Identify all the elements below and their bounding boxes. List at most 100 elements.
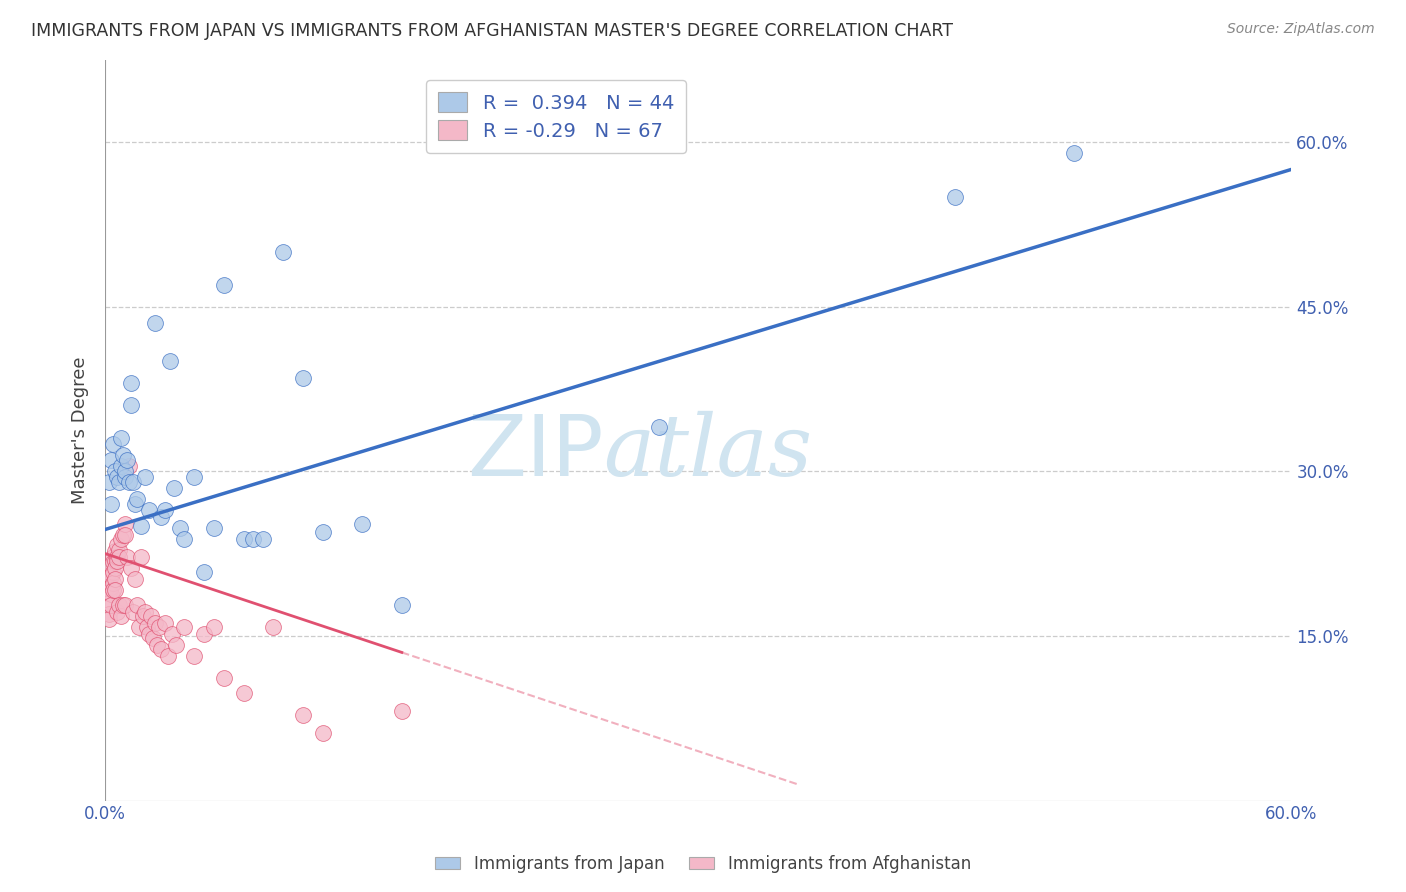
- Point: [312, 725, 335, 739]
- Text: atlas: atlas: [603, 411, 813, 493]
- Point: [242, 533, 264, 547]
- Point: [271, 244, 294, 259]
- Point: [125, 598, 148, 612]
- Point: [183, 648, 205, 663]
- Point: [114, 469, 136, 483]
- Point: [101, 582, 124, 597]
- Point: [120, 376, 142, 391]
- Point: [101, 437, 124, 451]
- Point: [105, 469, 128, 483]
- Text: Source: ZipAtlas.com: Source: ZipAtlas.com: [1227, 22, 1375, 37]
- Point: [114, 528, 136, 542]
- Point: [104, 582, 127, 597]
- Legend: R =  0.394   N = 44, R = -0.29   N = 67: R = 0.394 N = 44, R = -0.29 N = 67: [426, 80, 686, 153]
- Point: [120, 398, 142, 412]
- Point: [153, 502, 176, 516]
- Point: [148, 620, 170, 634]
- Point: [110, 431, 132, 445]
- Point: [149, 642, 172, 657]
- Point: [110, 458, 132, 473]
- Point: [114, 464, 136, 478]
- Point: [100, 568, 122, 582]
- Point: [183, 469, 205, 483]
- Point: [98, 596, 121, 610]
- Point: [104, 544, 127, 558]
- Point: [105, 538, 128, 552]
- Point: [115, 453, 138, 467]
- Legend: Immigrants from Japan, Immigrants from Afghanistan: Immigrants from Japan, Immigrants from A…: [429, 848, 977, 880]
- Point: [101, 549, 124, 564]
- Point: [391, 598, 413, 612]
- Point: [100, 558, 122, 572]
- Point: [108, 475, 131, 490]
- Point: [120, 561, 142, 575]
- Point: [291, 371, 314, 385]
- Point: [165, 638, 187, 652]
- Point: [114, 516, 136, 531]
- Point: [193, 626, 215, 640]
- Point: [202, 521, 225, 535]
- Point: [100, 587, 122, 601]
- Point: [104, 572, 127, 586]
- Point: [111, 448, 134, 462]
- Point: [98, 585, 121, 599]
- Point: [98, 612, 121, 626]
- Point: [391, 704, 413, 718]
- Point: [212, 277, 235, 292]
- Point: [352, 516, 374, 531]
- Point: [193, 566, 215, 580]
- Point: [139, 609, 162, 624]
- Point: [132, 609, 155, 624]
- Text: IMMIGRANTS FROM JAPAN VS IMMIGRANTS FROM AFGHANISTAN MASTER'S DEGREE CORRELATION: IMMIGRANTS FROM JAPAN VS IMMIGRANTS FROM…: [31, 22, 953, 40]
- Point: [100, 580, 122, 594]
- Point: [118, 475, 141, 490]
- Point: [232, 686, 254, 700]
- Point: [1063, 145, 1085, 160]
- Point: [943, 190, 966, 204]
- Point: [101, 576, 124, 591]
- Point: [138, 502, 160, 516]
- Point: [124, 497, 146, 511]
- Point: [202, 620, 225, 634]
- Point: [157, 648, 180, 663]
- Point: [153, 615, 176, 630]
- Point: [105, 549, 128, 564]
- Point: [291, 708, 314, 723]
- Point: [648, 420, 671, 434]
- Point: [143, 316, 166, 330]
- Y-axis label: Master's Degree: Master's Degree: [72, 357, 89, 504]
- Point: [124, 572, 146, 586]
- Point: [129, 519, 152, 533]
- Point: [135, 620, 157, 634]
- Point: [128, 620, 150, 634]
- Point: [232, 533, 254, 547]
- Point: [169, 521, 191, 535]
- Point: [104, 464, 127, 478]
- Point: [100, 598, 122, 612]
- Point: [149, 510, 172, 524]
- Point: [142, 631, 165, 645]
- Point: [162, 626, 184, 640]
- Point: [252, 533, 274, 547]
- Point: [145, 638, 167, 652]
- Point: [108, 543, 131, 558]
- Point: [105, 605, 128, 619]
- Point: [129, 549, 152, 564]
- Point: [125, 491, 148, 506]
- Point: [98, 475, 121, 490]
- Point: [262, 620, 284, 634]
- Point: [101, 555, 124, 569]
- Point: [111, 598, 134, 612]
- Point: [101, 566, 124, 580]
- Point: [212, 671, 235, 685]
- Text: ZIP: ZIP: [467, 411, 603, 494]
- Point: [96, 568, 118, 582]
- Point: [114, 598, 136, 612]
- Point: [122, 475, 145, 490]
- Point: [134, 605, 156, 619]
- Point: [104, 554, 127, 568]
- Point: [108, 549, 131, 564]
- Point: [138, 626, 160, 640]
- Point: [110, 609, 132, 624]
- Point: [111, 528, 134, 542]
